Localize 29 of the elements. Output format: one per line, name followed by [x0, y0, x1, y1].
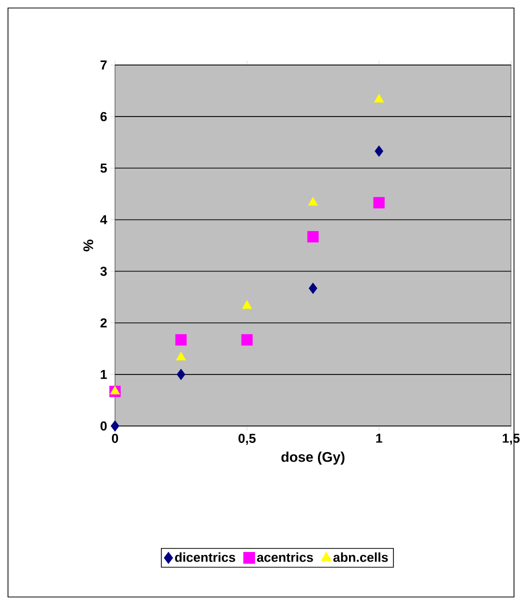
y-tick-label: 3 [100, 266, 107, 276]
point [176, 352, 186, 360]
point [307, 231, 319, 242]
x-tick-label: 0 [112, 434, 118, 443]
point [373, 197, 385, 208]
legend-label: acentrics [256, 552, 313, 562]
point [308, 197, 318, 206]
y-axis-title: % [83, 240, 94, 252]
point [374, 145, 384, 157]
x-tick-label: 1 [376, 434, 382, 443]
y-tick-label: 5 [100, 164, 107, 173]
point [110, 386, 120, 394]
point [374, 94, 384, 102]
x-tick-label: 0,5 [238, 434, 256, 445]
y-tick-label: 2 [100, 318, 107, 328]
point [110, 420, 120, 432]
point [308, 282, 318, 294]
point [176, 368, 186, 380]
y-tick-label: 4 [100, 215, 108, 224]
point [242, 300, 252, 309]
y-tick-label: 1 [100, 370, 107, 379]
point [241, 334, 253, 346]
point [175, 334, 187, 346]
y-tick-label: 7 [100, 60, 107, 70]
y-tick-label: 0 [100, 421, 107, 431]
x-axis-title: dose (Gy) [281, 452, 344, 465]
legend-label: abn.cells [333, 552, 388, 562]
legend-label: dicentrics [174, 552, 236, 562]
y-tick-label: 6 [100, 112, 107, 122]
